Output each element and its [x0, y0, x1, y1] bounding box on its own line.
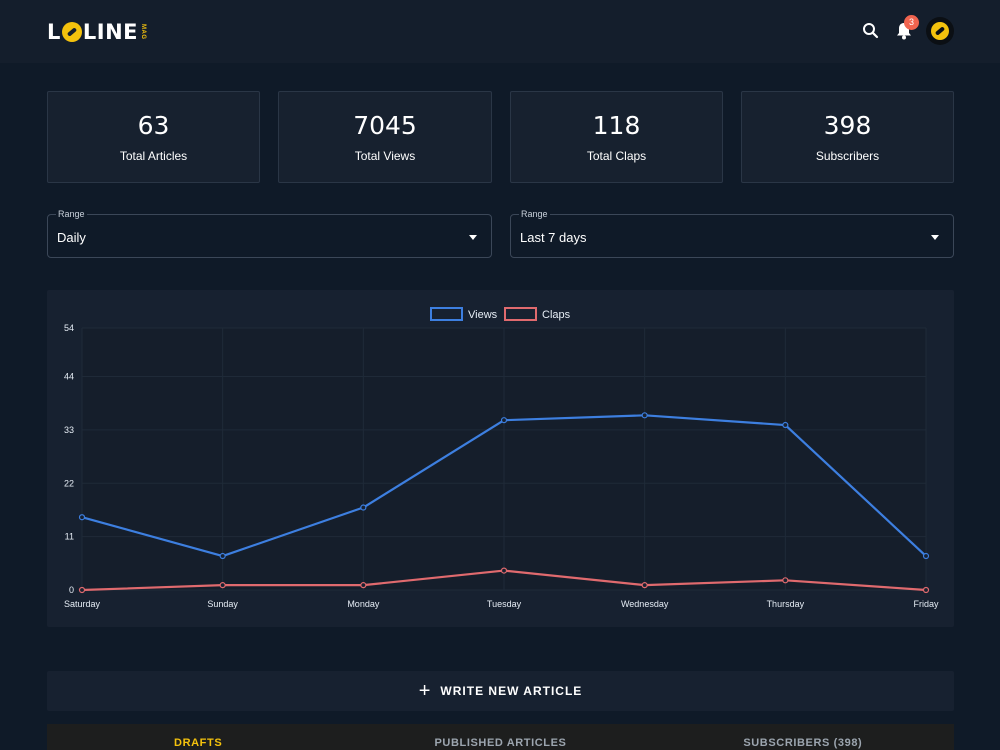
caret-down-icon [931, 235, 939, 240]
data-point-views [641, 412, 648, 419]
avatar-logo-icon [931, 22, 949, 40]
y-tick-label: 33 [64, 425, 74, 435]
legend-label-claps: Claps [542, 309, 571, 321]
logo-letter: L [47, 20, 61, 44]
logo-letters: LINE [82, 20, 139, 44]
line-chart: 0 11 22 33 44 54 Saturday Sunday Monday Tuesday We… [64, 307, 939, 609]
stat-label: Total Articles [119, 149, 188, 163]
data-point-views [78, 514, 86, 521]
logo-o-icon [61, 22, 82, 42]
x-tick-label: Monday [347, 599, 380, 609]
top-app-bar: L LINE MAG 3 [0, 0, 1000, 63]
write-new-article-label: WRITE NEW ARTICLE [440, 684, 583, 698]
y-tick-label: 44 [64, 372, 74, 382]
x-tick-label: Sunday [207, 599, 238, 609]
data-point-claps [500, 567, 508, 574]
data-point-claps [360, 582, 367, 589]
select-legend: Range [56, 209, 87, 219]
stat-label: Total Views [354, 149, 416, 163]
legend-swatch-claps [504, 307, 537, 321]
granularity-select[interactable]: Range Daily [47, 209, 492, 258]
stat-card-total-claps: 118 Total Claps [510, 91, 723, 183]
notification-count-badge: 3 [904, 15, 919, 30]
date-range-select[interactable]: Range Last 7 days [510, 209, 954, 258]
stat-value: 63 [137, 111, 170, 140]
tab-subscribers[interactable]: SUBSCRIBERS (398) [743, 737, 863, 749]
stat-value: 118 [592, 111, 641, 140]
article-tabs: DRAFTS PUBLISHED ARTICLES SUBSCRIBERS (3… [47, 724, 954, 750]
search-icon [863, 23, 879, 39]
data-point-views [922, 552, 930, 560]
plus-icon: + [418, 680, 431, 702]
data-point-views [500, 417, 508, 424]
stat-label: Total Claps [586, 149, 647, 163]
stat-card-subscribers: 398 Subscribers [741, 91, 954, 183]
stat-value: 398 [823, 111, 872, 140]
y-tick-label: 54 [64, 323, 74, 333]
x-tick-label: Wednesday [621, 599, 669, 609]
tab-drafts[interactable]: DRAFTS [174, 737, 223, 749]
stat-value: 7045 [353, 111, 417, 140]
stat-card-total-views: 7045 Total Views [278, 91, 492, 183]
x-tick-label: Tuesday [487, 599, 522, 609]
data-point-claps [78, 586, 86, 594]
data-point-views [219, 552, 226, 560]
y-tick-label: 11 [65, 532, 74, 542]
stat-card-total-articles: 63 Total Articles [47, 91, 260, 183]
data-point-views [360, 504, 367, 511]
data-point-claps [219, 582, 226, 589]
write-new-article-button[interactable]: + WRITE NEW ARTICLE [47, 671, 954, 711]
tab-published-articles[interactable]: PUBLISHED ARTICLES [434, 737, 567, 749]
legend-label-views: Views [468, 309, 498, 321]
avatar[interactable] [926, 17, 954, 45]
data-point-views [782, 421, 789, 429]
x-tick-label: Friday [913, 599, 939, 609]
search-button[interactable] [861, 21, 881, 41]
data-point-claps [782, 577, 789, 584]
logo-wordmark: L LINE [47, 20, 138, 44]
select-value: Last 7 days [520, 230, 587, 245]
caret-down-icon [469, 235, 477, 240]
data-point-claps [641, 582, 648, 589]
logo[interactable]: L LINE MAG [47, 20, 146, 44]
logo-mag: MAG [140, 24, 147, 40]
data-point-claps [922, 586, 930, 594]
stats-chart-card: 0 11 22 33 44 54 Saturday Sunday Monday Tuesday We… [47, 290, 954, 627]
x-tick-label: Saturday [64, 599, 101, 609]
y-tick-label: 0 [69, 585, 74, 595]
x-tick-label: Thursday [767, 599, 805, 609]
legend-swatch-views [430, 307, 463, 321]
select-legend: Range [519, 209, 550, 219]
select-value: Daily [57, 230, 86, 245]
y-tick-label: 22 [64, 478, 74, 488]
stat-label: Subscribers [815, 149, 880, 163]
